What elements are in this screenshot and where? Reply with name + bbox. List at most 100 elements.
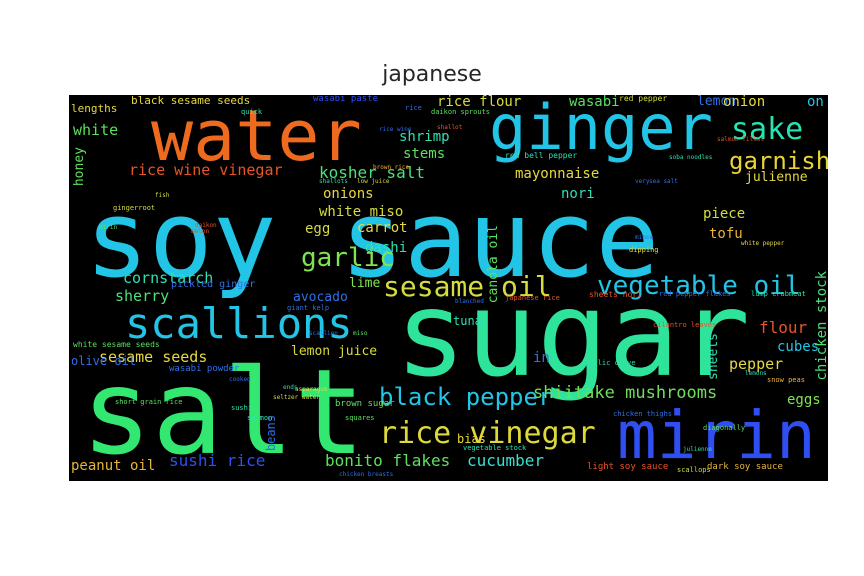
word-rice-wine: rice wine bbox=[379, 126, 412, 133]
word-white-miso: white miso bbox=[319, 204, 404, 220]
word-salmon-fillet: salmon fillet bbox=[717, 136, 764, 143]
word-lump-crabmeat: lump crabmeat bbox=[751, 290, 806, 298]
word-rice-flour: rice flour bbox=[437, 95, 522, 110]
word-lemons: lemons bbox=[745, 370, 767, 377]
word-blanched: blanched bbox=[455, 298, 484, 305]
word-scallops: scallops bbox=[677, 466, 711, 474]
word-miso: miso bbox=[353, 330, 368, 337]
word-chicken-breasts: chicken breasts bbox=[339, 471, 394, 478]
word-ends: ends bbox=[283, 384, 298, 391]
word-kosher-salt: kosher salt bbox=[319, 163, 425, 182]
word-red-pepper-flakes: red pepper flakes bbox=[659, 290, 731, 298]
word-red-pepper: red pepper bbox=[619, 95, 668, 103]
word-wasabi: wasabi bbox=[569, 95, 620, 110]
word-tuna: tuna bbox=[453, 314, 482, 328]
word-avocado: avocado bbox=[293, 290, 348, 305]
word-dashi: dashi bbox=[365, 240, 408, 256]
word-mayonnaise: mayonnaise bbox=[515, 166, 600, 182]
word-brown-sugar: brown sugar bbox=[335, 399, 395, 409]
word-sea-salt: sea salt bbox=[649, 178, 678, 185]
word-mirin: mirin bbox=[617, 397, 816, 474]
word-canola-oil: canola oil bbox=[486, 225, 501, 304]
word-cloud: soy sauce sugar salt water ginger mirin scalli… bbox=[69, 95, 828, 481]
word-mince: mince bbox=[635, 234, 654, 241]
word-salt: salt bbox=[81, 343, 366, 481]
word-black-pepper: black pepper bbox=[379, 383, 553, 411]
word-fish: fish bbox=[155, 192, 170, 199]
word-water: water bbox=[151, 95, 362, 177]
word-eggs: eggs bbox=[787, 392, 821, 408]
word-short-grain-rice: short grain rice bbox=[115, 398, 183, 406]
word-mirin: mirin bbox=[99, 224, 118, 231]
word-vegetable-oil: vegetable oil bbox=[597, 271, 801, 301]
word-bias: bias bbox=[457, 432, 486, 446]
word-nori: nori bbox=[561, 186, 595, 202]
word-soba-noodles: soba noodles bbox=[669, 154, 713, 161]
word-wasabi-paste: wasabi paste bbox=[313, 95, 379, 104]
word-ginger: ginger bbox=[489, 95, 713, 164]
word-scallions: scallions bbox=[125, 299, 353, 348]
word-garlic-clove: garlic clove bbox=[585, 359, 636, 367]
word-shiitake-mushrooms: shiitake mushrooms bbox=[533, 383, 718, 403]
word-diagonally: diagonally bbox=[703, 424, 746, 432]
word-pickled-ginger: pickled ginger bbox=[171, 279, 256, 290]
word-brown-rice: brown rice bbox=[373, 164, 410, 171]
word-rice-vinegar: rice vinegar bbox=[379, 416, 596, 451]
word-soy-sauce: soy sauce bbox=[85, 178, 660, 301]
word-salmon: salmon bbox=[247, 414, 273, 422]
word-honey: honey bbox=[72, 147, 87, 187]
word-flour: flour bbox=[759, 318, 808, 337]
word-olive-oil: olive oil bbox=[71, 354, 137, 368]
word-light-soy-sauce: light soy sauce bbox=[587, 462, 669, 472]
word-cubes: cubes bbox=[777, 339, 820, 355]
word-sugar: sugar bbox=[395, 265, 751, 403]
word-sheets: sheets bbox=[706, 333, 721, 380]
word-low-juice: low juice bbox=[357, 178, 390, 185]
word-shallot: shallot bbox=[437, 124, 463, 131]
word-pepper: pepper bbox=[729, 355, 784, 373]
word-sherry: sherry bbox=[115, 287, 170, 305]
word-quick: quick bbox=[241, 108, 263, 116]
word-carrot: carrot bbox=[357, 220, 408, 236]
word-japanese-rice: japanese rice bbox=[505, 294, 560, 302]
word-gingerroot: gingerroot bbox=[113, 204, 156, 212]
word-sheets-nori: sheets nori bbox=[589, 290, 642, 299]
word-sesame-oil: sesame oil bbox=[383, 270, 552, 303]
word-on: on bbox=[807, 95, 824, 110]
word-in: in bbox=[533, 350, 550, 366]
word-peanut-oil: peanut oil bbox=[71, 458, 156, 474]
word-cucumber: cucumber bbox=[467, 451, 545, 470]
word-chicken-thighs: chicken thighs bbox=[613, 410, 673, 418]
word-onion: onion bbox=[723, 95, 766, 110]
chart-title: japanese bbox=[382, 62, 482, 87]
word-onions: onions bbox=[323, 186, 374, 202]
word-garlic: garlic bbox=[301, 243, 395, 273]
word-seltzer-water: seltzer water bbox=[273, 394, 320, 401]
word-scallion: scallion bbox=[309, 330, 338, 337]
word-sushi: sushi bbox=[231, 404, 253, 412]
word-lengths: lengths bbox=[71, 102, 118, 115]
word-tofu: tofu bbox=[709, 226, 743, 242]
word-daikon-sprouts: daikon sprouts bbox=[431, 108, 491, 116]
word-julienne: julienne bbox=[683, 446, 712, 453]
word-white-pepper: white pepper bbox=[741, 240, 785, 247]
word-shrimp: shrimp bbox=[399, 129, 450, 145]
word-piece: piece bbox=[703, 206, 746, 222]
word-cilantro-leaves: cilantro leaves bbox=[653, 321, 717, 329]
word-wasabi-powder: wasabi powder bbox=[169, 364, 240, 374]
word-squares: squares bbox=[345, 414, 375, 422]
word-vegetable-stock: vegetable stock bbox=[463, 444, 527, 452]
word-lemon: lemon bbox=[697, 95, 737, 109]
word-snow-peas: snow peas bbox=[767, 376, 805, 384]
word-black-sesame-seeds: black sesame seeds bbox=[131, 95, 251, 107]
word-cornstarch: cornstarch bbox=[123, 269, 214, 287]
word-melon: melon bbox=[191, 228, 210, 235]
word-sesame-seeds: sesame seeds bbox=[99, 348, 208, 366]
word-sake: sake bbox=[731, 112, 804, 147]
word-daikon: daikon bbox=[195, 222, 217, 229]
word-stems: stems bbox=[403, 146, 446, 162]
word-lemon-juice: lemon juice bbox=[291, 344, 378, 359]
word-very: very bbox=[635, 178, 650, 185]
word-julienne: julienne bbox=[745, 170, 808, 185]
word-garnish: garnish bbox=[729, 147, 828, 175]
